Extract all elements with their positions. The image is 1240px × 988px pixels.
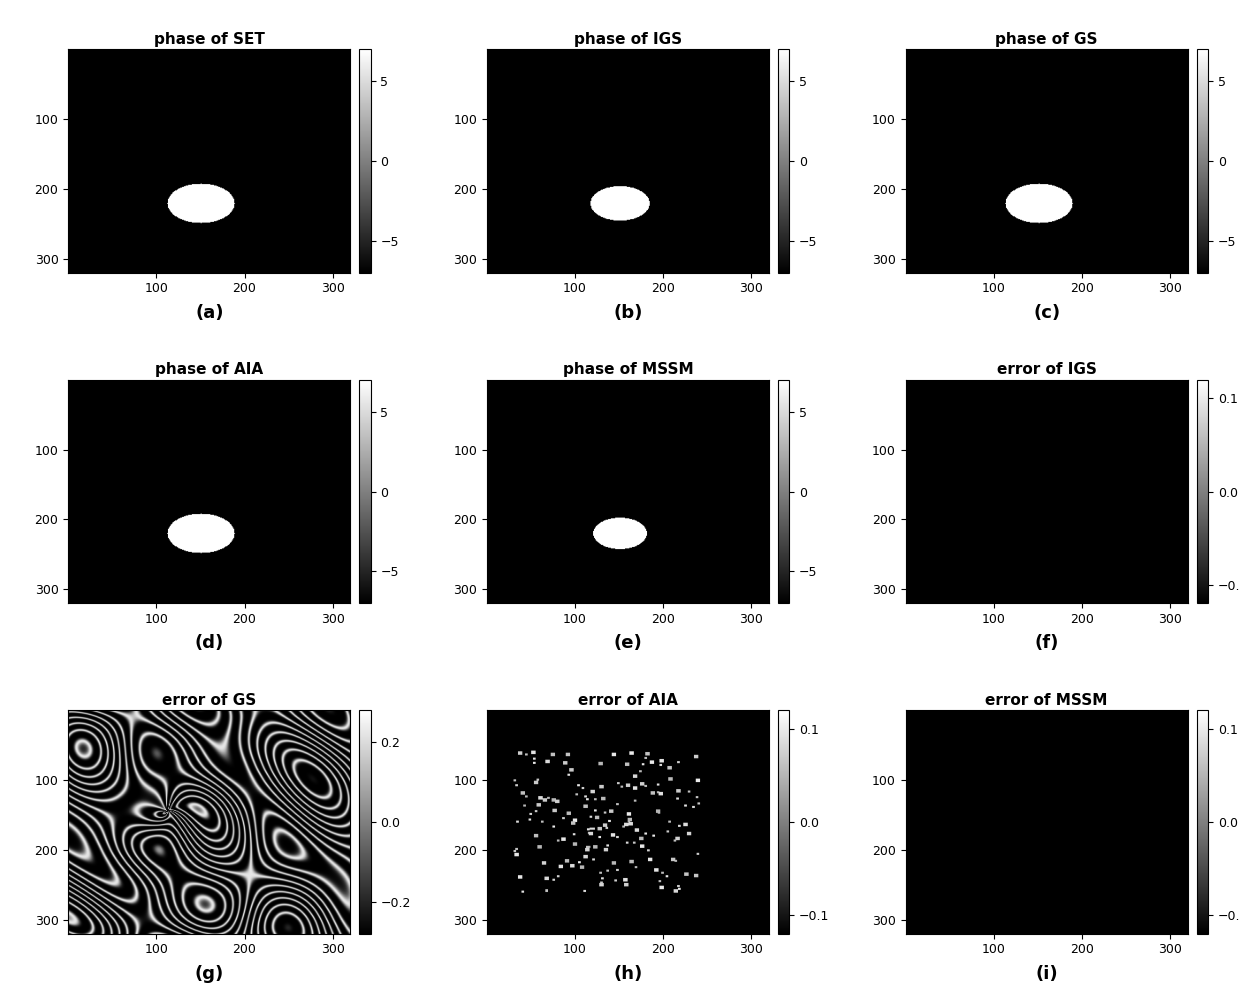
Title: phase of AIA: phase of AIA xyxy=(155,363,263,377)
X-axis label: (d): (d) xyxy=(195,634,224,652)
X-axis label: (a): (a) xyxy=(195,303,223,322)
Title: error of MSSM: error of MSSM xyxy=(986,693,1107,707)
X-axis label: (h): (h) xyxy=(614,964,642,983)
X-axis label: (e): (e) xyxy=(614,634,642,652)
Title: phase of SET: phase of SET xyxy=(154,32,264,46)
X-axis label: (i): (i) xyxy=(1035,964,1058,983)
Title: error of GS: error of GS xyxy=(162,693,257,707)
Title: phase of GS: phase of GS xyxy=(996,32,1097,46)
Title: error of AIA: error of AIA xyxy=(578,693,678,707)
X-axis label: (c): (c) xyxy=(1033,303,1060,322)
Title: phase of IGS: phase of IGS xyxy=(574,32,682,46)
X-axis label: (f): (f) xyxy=(1034,634,1059,652)
X-axis label: (g): (g) xyxy=(195,964,224,983)
X-axis label: (b): (b) xyxy=(614,303,642,322)
Title: error of IGS: error of IGS xyxy=(997,363,1096,377)
Title: phase of MSSM: phase of MSSM xyxy=(563,363,693,377)
